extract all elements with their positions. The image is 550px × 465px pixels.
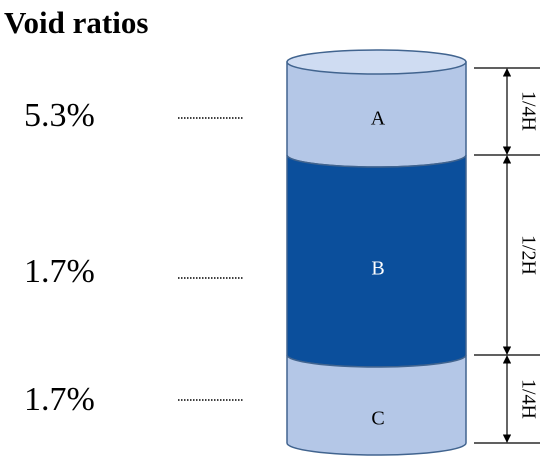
segment-c	[286, 354, 467, 456]
dimension-lines	[474, 67, 540, 444]
height-label: 1/4H	[517, 379, 539, 419]
void-ratio: 5.3%	[24, 97, 95, 134]
cylinder-top	[286, 49, 467, 75]
section-label: A	[371, 108, 386, 130]
section-label: B	[371, 258, 384, 280]
height-label: 1/4H	[517, 91, 539, 131]
title: Void ratios	[4, 5, 148, 40]
section-label: C	[371, 408, 384, 430]
void-ratio: 1.7%	[24, 381, 95, 418]
void-ratio: 1.7%	[24, 253, 95, 290]
height-label: 1/2H	[517, 235, 539, 275]
leaders	[178, 117, 243, 401]
